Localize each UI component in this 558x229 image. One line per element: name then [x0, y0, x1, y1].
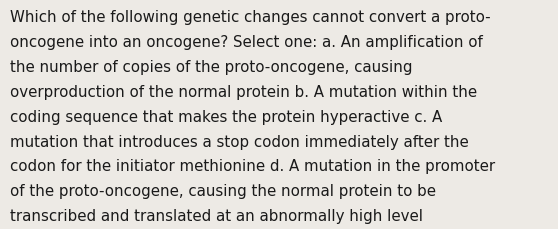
Text: Which of the following genetic changes cannot convert a proto-: Which of the following genetic changes c… [10, 10, 490, 25]
Text: the number of copies of the proto-oncogene, causing: the number of copies of the proto-oncoge… [10, 60, 412, 75]
Text: mutation that introduces a stop codon immediately after the: mutation that introduces a stop codon im… [10, 134, 469, 149]
Text: codon for the initiator methionine d. A mutation in the promoter: codon for the initiator methionine d. A … [10, 159, 495, 174]
Text: of the proto-oncogene, causing the normal protein to be: of the proto-oncogene, causing the norma… [10, 183, 436, 198]
Text: transcribed and translated at an abnormally high level: transcribed and translated at an abnorma… [10, 208, 423, 223]
Text: coding sequence that makes the protein hyperactive c. A: coding sequence that makes the protein h… [10, 109, 442, 124]
Text: oncogene into an oncogene? Select one: a. An amplification of: oncogene into an oncogene? Select one: a… [10, 35, 483, 50]
Text: overproduction of the normal protein b. A mutation within the: overproduction of the normal protein b. … [10, 85, 477, 99]
